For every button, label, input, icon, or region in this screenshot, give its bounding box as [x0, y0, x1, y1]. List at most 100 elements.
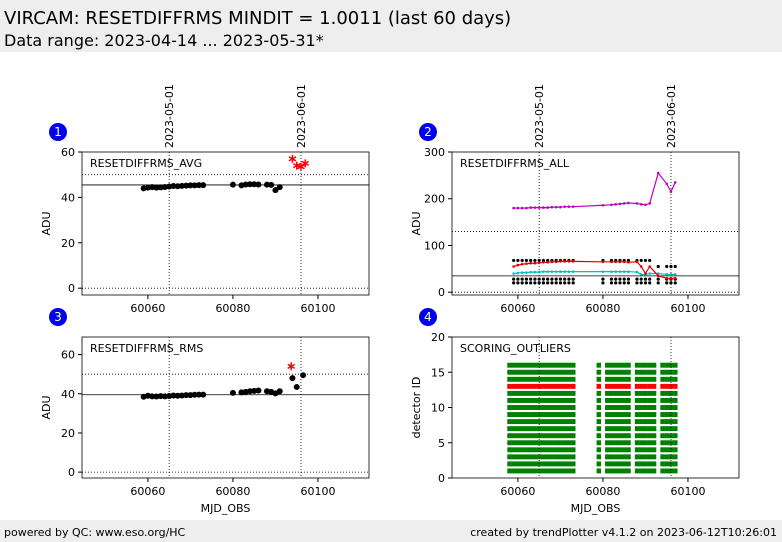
detector-cell: [515, 461, 521, 467]
data-point: [516, 277, 520, 281]
detector-cell: [571, 405, 576, 410]
detector-cell: [562, 447, 567, 453]
detector-cell: [626, 390, 631, 396]
detector-cell: [617, 405, 623, 410]
detector-cell: [617, 369, 623, 375]
detector-cell: [639, 440, 644, 446]
data-point: [529, 206, 532, 209]
detector-cell: [613, 419, 619, 425]
detector-cell: [520, 362, 525, 368]
detector-cell: [532, 369, 538, 375]
detector-cell: [571, 397, 576, 403]
detector-cell: [634, 369, 640, 375]
detector-cell: [613, 376, 619, 382]
detector-cell: [549, 440, 555, 446]
outlier-cell: [639, 383, 644, 389]
detector-cell: [643, 426, 648, 432]
y-tick-label: 200: [424, 193, 445, 206]
detector-cell: [651, 454, 657, 460]
detector-cell: [511, 454, 516, 460]
outlier-cell: [507, 383, 512, 389]
detector-cell: [558, 447, 563, 453]
x-tick-label: 60080: [585, 302, 620, 315]
detector-cell: [511, 419, 516, 425]
detector-cell: [554, 369, 559, 375]
detector-cell: [634, 376, 640, 382]
data-point: [512, 277, 516, 281]
detector-cell: [596, 419, 602, 425]
detector-cell: [507, 454, 512, 460]
x-tick-label: 60100: [670, 485, 705, 498]
outlier-cell: [562, 383, 567, 389]
detector-cell: [545, 433, 550, 439]
y-axis-label: ADU: [40, 211, 53, 235]
data-point: [656, 274, 660, 278]
detector-cell: [660, 412, 665, 418]
data-point: [639, 258, 643, 263]
data-point: [669, 281, 673, 285]
data-point: [546, 260, 549, 264]
detector-cell: [668, 390, 674, 396]
detector-cell: [528, 440, 533, 446]
detector-cell: [562, 362, 567, 368]
detector-cell: [528, 419, 533, 425]
detector-cell: [643, 390, 648, 396]
data-point: [268, 181, 275, 188]
outlier-cell: [596, 383, 602, 389]
detector-cell: [617, 468, 623, 474]
data-point: [272, 187, 279, 194]
detector-cell: [634, 468, 640, 474]
detector-cell: [613, 362, 619, 368]
data-point: [618, 281, 622, 285]
detector-cell: [562, 376, 567, 382]
detector-cell: [660, 454, 665, 460]
data-point: [618, 277, 622, 281]
data-point: [673, 276, 677, 280]
detector-cell: [511, 440, 516, 446]
data-point: [559, 205, 562, 209]
detector-cell: [507, 376, 512, 382]
detector-cell: [643, 369, 648, 375]
outlier-cell: [647, 383, 653, 389]
detector-cell: [639, 454, 644, 460]
detector-cell: [639, 426, 644, 432]
detector-cell: [549, 376, 555, 382]
detector-cell: [617, 454, 623, 460]
plot-frame: [81, 336, 370, 479]
detector-cell: [664, 419, 670, 425]
detector-cell: [520, 390, 525, 396]
detector-cell: [660, 362, 665, 368]
panel-label: RESETDIFFRMS_ALL: [460, 157, 570, 170]
detector-cell: [537, 390, 542, 396]
footer-right: created by trendPlotter v4.1.2 on 2023-0…: [470, 526, 777, 539]
detector-cell: [664, 390, 670, 396]
detector-cell: [660, 405, 665, 410]
detector-cell: [524, 447, 529, 453]
detector-cell: [673, 440, 678, 446]
outlier-cell: [545, 383, 550, 389]
detector-cell: [622, 468, 627, 474]
detector-cell: [532, 447, 538, 453]
detector-cell: [528, 397, 533, 403]
data-point: [300, 372, 307, 379]
detector-cell: [528, 390, 533, 396]
detector-cell: [596, 362, 602, 368]
data-point: [520, 277, 524, 281]
detector-cell: [634, 426, 640, 432]
detector-cell: [541, 468, 546, 474]
data-point: [512, 272, 515, 275]
y-tick-label: 10: [431, 402, 445, 415]
detector-cell: [596, 369, 602, 375]
detector-cell: [639, 376, 644, 382]
detector-cell: [549, 433, 555, 439]
detector-cell: [511, 397, 516, 403]
detector-cell: [617, 376, 623, 382]
y-tick-label: 0: [68, 466, 75, 479]
detector-cell: [626, 412, 631, 418]
detector-cell: [609, 390, 614, 396]
detector-cell: [562, 405, 567, 410]
data-point: [520, 271, 524, 274]
detector-cell: [524, 454, 529, 460]
detector-cell: [562, 468, 567, 474]
